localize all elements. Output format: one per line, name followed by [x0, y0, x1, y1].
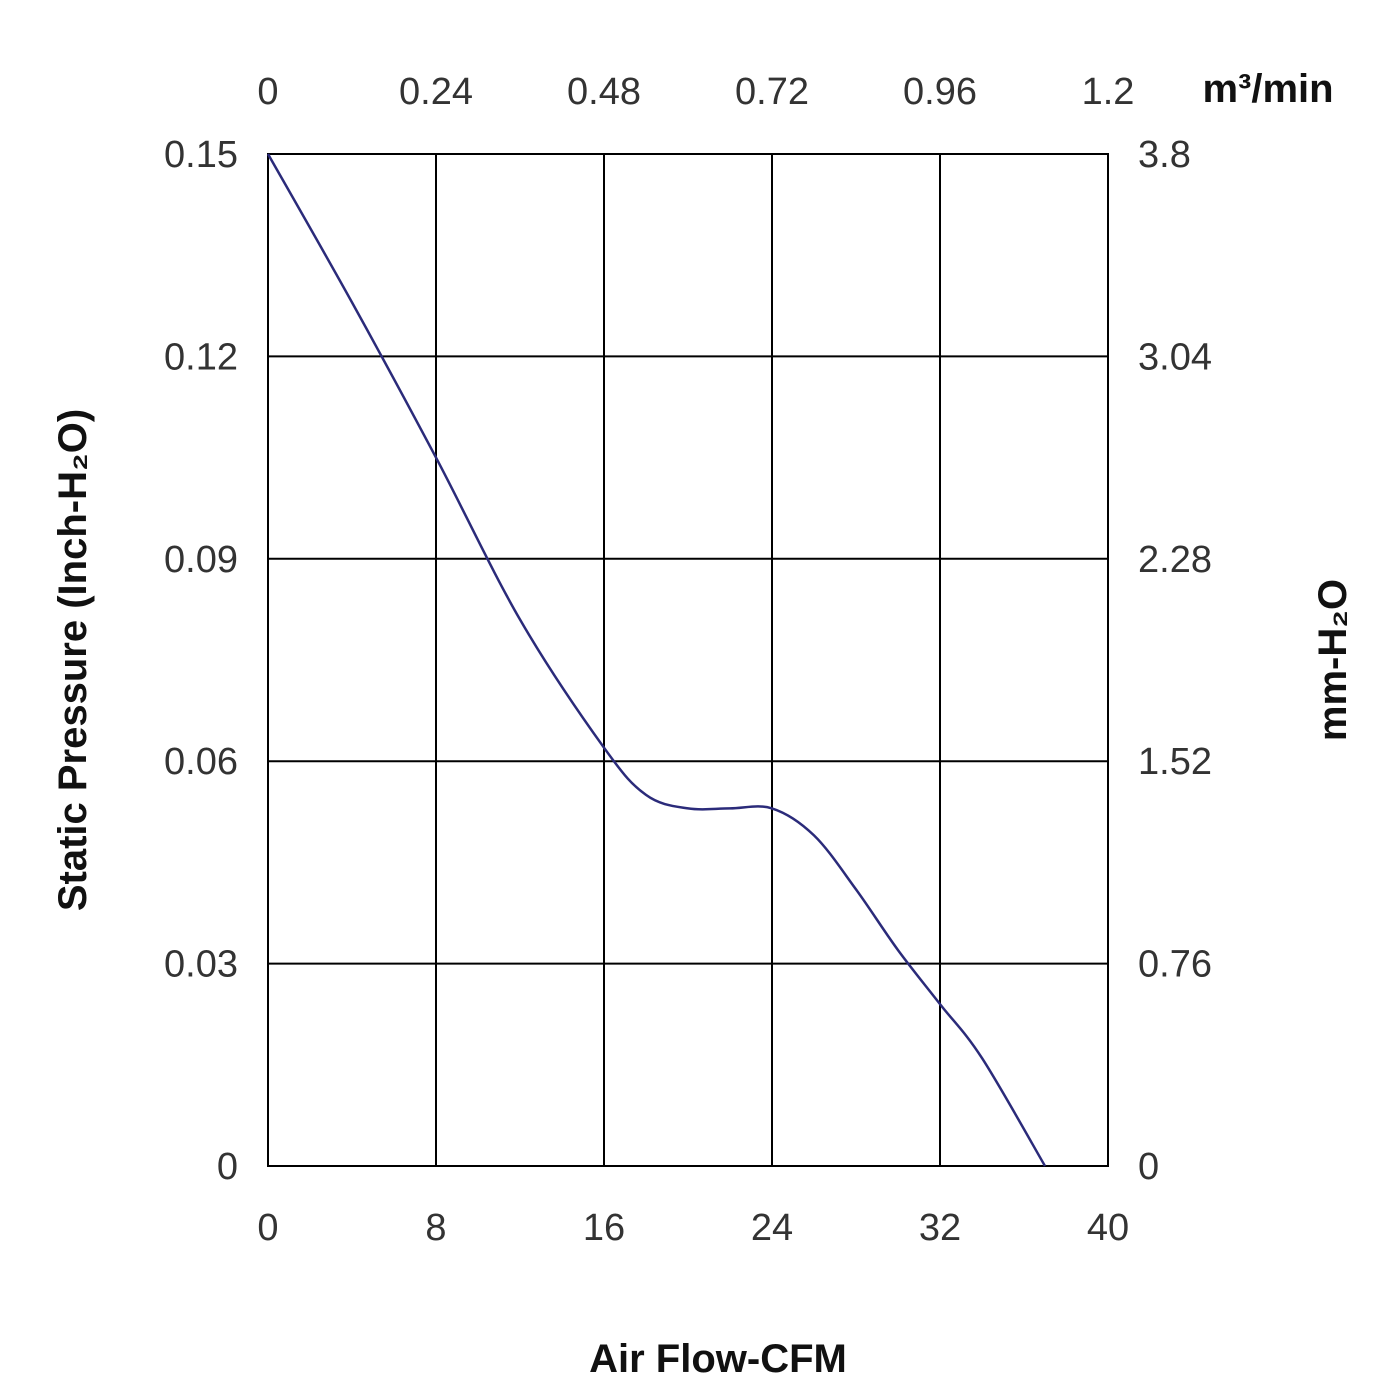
y2-tick-label: 3.8 [1138, 134, 1191, 176]
x2-tick-label: 0.96 [903, 71, 977, 113]
y-tick-label: 0.09 [164, 539, 238, 581]
x2-tick-label: 0.72 [735, 71, 809, 113]
x2-tick-label: 0.24 [399, 71, 473, 113]
x2-tick-label: 0.48 [567, 71, 641, 113]
y2-tick-label: 1.52 [1138, 741, 1212, 783]
x-tick-label: 40 [1087, 1207, 1129, 1249]
x-tick-label: 0 [257, 1207, 278, 1249]
y2-tick-label: 3.04 [1138, 336, 1212, 378]
plot-frame [267, 153, 1109, 1167]
y-tick-label: 0.03 [164, 944, 238, 986]
tick-labels: 0 8 16 24 32 400 0.24 0.48 0.72 0.96 1.200.030.060… [164, 71, 1212, 1249]
x-tick-label: 8 [425, 1207, 446, 1249]
static-pressure-curve [266, 153, 1047, 1167]
y-axis-title: Static Pressure (Inch-H₂O) [51, 409, 95, 911]
y2-axis-title: mm-H₂O [1311, 579, 1355, 741]
x-tick-label: 16 [583, 1207, 625, 1249]
x2-tick-label: 0 [257, 71, 278, 113]
x-axis-title: Air Flow-CFM [589, 1337, 847, 1381]
y2-tick-label: 2.28 [1138, 539, 1212, 581]
y2-tick-label: 0 [1138, 1146, 1159, 1188]
x-tick-label: 24 [751, 1207, 793, 1249]
y-tick-label: 0.06 [164, 741, 238, 783]
grid-lines [268, 154, 1108, 1166]
x-tick-label: 32 [919, 1207, 961, 1249]
y-tick-label: 0 [217, 1146, 238, 1188]
y-tick-label: 0.15 [164, 134, 238, 176]
x2-axis-title: m³/min [1202, 67, 1333, 111]
y-tick-label: 0.12 [164, 336, 238, 378]
x2-tick-label: 1.2 [1082, 71, 1135, 113]
y2-tick-label: 0.76 [1138, 944, 1212, 986]
